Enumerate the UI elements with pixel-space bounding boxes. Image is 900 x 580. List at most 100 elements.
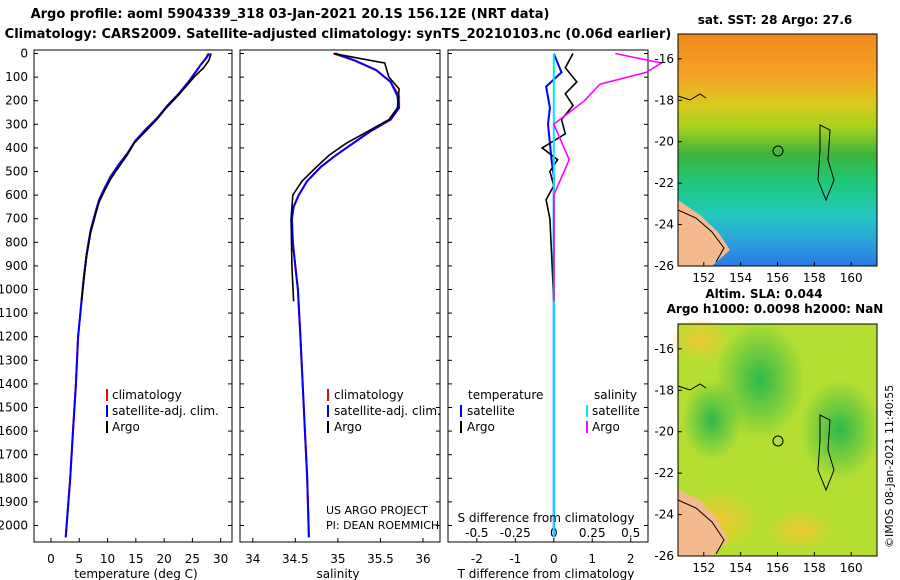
depth-axis: 0 100 200 300 400 500 600 700 800 900 1000 1100 1200… bbox=[0, 47, 648, 532]
x-tick-label-salinity: -0.5 bbox=[465, 526, 488, 540]
depth-tick-label: 600 bbox=[5, 188, 28, 202]
x-tick-label-salinity: 0.25 bbox=[579, 526, 606, 540]
series-line-argo bbox=[80, 53, 212, 302]
x-tick-label: 0 bbox=[550, 552, 558, 566]
temperature-x-ticks: 0 5 10 15 20 25 30 bbox=[47, 538, 228, 566]
difference-panel: -2 -1 0 1 2-0.5 -0.25 0 0.25 0.5 T difference fr… bbox=[447, 49, 664, 580]
x-tick-label: 30 bbox=[213, 552, 228, 566]
lon-tick-label: 154 bbox=[729, 271, 752, 285]
lon-tick-label: 152 bbox=[692, 271, 715, 285]
lat-tick-label: -24 bbox=[654, 218, 674, 232]
lon-tick-label: 156 bbox=[766, 561, 789, 575]
sla-map-ticks: -16 -18 -20 -22 -24 -26 152 154 156 158 160 bbox=[654, 342, 862, 575]
salinity-series bbox=[290, 52, 401, 538]
sst-map-coastline bbox=[677, 209, 725, 263]
legend-label-satellite: satellite-adj. clim. bbox=[112, 404, 219, 418]
depth-tick-label: 700 bbox=[5, 212, 28, 226]
depth-tick-label: 900 bbox=[5, 259, 28, 273]
sla-map-low-region bbox=[682, 380, 742, 460]
legend-label-climatology: climatology bbox=[334, 388, 404, 402]
legend-label-argo: Argo bbox=[112, 420, 140, 434]
sst-map-land bbox=[678, 200, 730, 266]
series-line-satellite-adj-clim- bbox=[290, 52, 401, 538]
salinity-x-label: salinity bbox=[316, 567, 359, 580]
x-tick-label: 25 bbox=[185, 552, 200, 566]
lon-tick-label: 158 bbox=[803, 561, 826, 575]
depth-tick-label: 2000 bbox=[0, 518, 28, 532]
x-tick-label: 1 bbox=[588, 552, 596, 566]
sla-map-title-line2: Argo h1000: 0.0098 h2000: NaN bbox=[667, 302, 884, 316]
lat-tick-label: -24 bbox=[654, 508, 674, 522]
salinity-plot-frame bbox=[239, 49, 441, 543]
lat-tick-label: -20 bbox=[654, 135, 674, 149]
lon-tick-label: 154 bbox=[729, 561, 752, 575]
lat-tick-label: -16 bbox=[654, 342, 674, 356]
x-tick-label: 10 bbox=[100, 552, 115, 566]
salinity-legend: climatology satellite-adj. clim. Argo bbox=[327, 388, 441, 434]
depth-tick-label: 1900 bbox=[0, 495, 28, 509]
temperature-plot-frame bbox=[33, 49, 233, 543]
legend-title-salinity: salinity bbox=[594, 388, 637, 402]
depth-tick-label: 800 bbox=[5, 235, 28, 249]
legend-label-satellite: satellite-adj. clim. bbox=[334, 404, 441, 418]
depth-tick-label: 200 bbox=[5, 94, 28, 108]
salinity-panel: 34 34.5 35 35.5 36 salinity climatology sate… bbox=[239, 49, 441, 580]
series-line-satellite-adj-clim- bbox=[64, 52, 211, 538]
sla-map-title-line1: Altim. SLA: 0.044 bbox=[705, 287, 822, 301]
depth-tick-label: 100 bbox=[5, 70, 28, 84]
salinity-difference-label: S difference from climatology bbox=[458, 511, 635, 525]
sla-map-reef-outline bbox=[817, 414, 835, 492]
sla-map-float-position bbox=[772, 435, 784, 447]
sla-map-high-region bbox=[765, 510, 835, 550]
imos-credit: ©IMOS 08-Jan-2021 11:40:55 bbox=[883, 385, 896, 548]
sla-map-land bbox=[678, 490, 728, 556]
sst-map-title: sat. SST: 28 Argo: 27.6 bbox=[698, 13, 852, 27]
figure-title-line2: Climatology: CARS2009. Satellite-adjuste… bbox=[5, 27, 672, 42]
temperature-x-label: temperature (deg C) bbox=[74, 567, 197, 580]
x-tick-label: 34.5 bbox=[282, 552, 309, 566]
lat-tick-label: -22 bbox=[654, 176, 674, 190]
x-tick-label-salinity: -0.25 bbox=[500, 526, 531, 540]
series-line-s-argo bbox=[552, 52, 664, 302]
sst-map-reef-outline-north bbox=[677, 93, 707, 101]
legend-label-s-satellite: satellite bbox=[592, 404, 640, 418]
x-tick-label: -1 bbox=[509, 552, 521, 566]
legend-label-s-argo: Argo bbox=[592, 420, 620, 434]
lat-tick-label: -22 bbox=[654, 466, 674, 480]
depth-tick-label: 1700 bbox=[0, 448, 28, 462]
difference-legend: temperature salinity satellite Argo sate… bbox=[460, 388, 640, 434]
difference-x-label: T difference from climatology bbox=[457, 567, 635, 580]
x-tick-label: -2 bbox=[471, 552, 483, 566]
x-tick-label: 35.5 bbox=[367, 552, 394, 566]
depth-tick-label: 1100 bbox=[0, 306, 28, 320]
lon-tick-label: 160 bbox=[840, 561, 863, 575]
lat-tick-label: -18 bbox=[654, 383, 674, 397]
x-tick-label: 34 bbox=[245, 552, 260, 566]
x-tick-label: 5 bbox=[75, 552, 83, 566]
sla-map-reef-outline-north bbox=[677, 383, 707, 391]
series-line-climatology bbox=[290, 52, 401, 538]
legend-title-temperature: temperature bbox=[468, 388, 543, 402]
temperature-panel: 0 5 10 15 20 25 30 temperature (deg C) climato… bbox=[33, 49, 233, 580]
sla-map-high-region bbox=[670, 318, 730, 362]
difference-x-ticks: -2 -1 0 1 2-0.5 -0.25 0 0.25 0.5 bbox=[465, 526, 640, 566]
sst-map-reef-outline bbox=[817, 124, 835, 202]
depth-tick-label: 1300 bbox=[0, 353, 28, 367]
difference-series bbox=[540, 52, 664, 538]
x-tick-label-salinity: 0.5 bbox=[621, 526, 640, 540]
depth-tick-label: 1000 bbox=[0, 283, 28, 297]
temperature-series bbox=[64, 52, 212, 538]
x-tick-label: 2 bbox=[627, 552, 635, 566]
watermark-project: US ARGO PROJECT bbox=[326, 504, 428, 517]
sla-map-coastline bbox=[677, 499, 725, 555]
lon-tick-label: 156 bbox=[766, 271, 789, 285]
figure-title-line1: Argo profile: aoml 5904339_318 03-Jan-20… bbox=[31, 7, 550, 22]
depth-tick-label: 1800 bbox=[0, 471, 28, 485]
lat-tick-label: -16 bbox=[654, 52, 674, 66]
sst-map-float-position bbox=[772, 145, 784, 157]
lat-tick-label: -18 bbox=[654, 93, 674, 107]
x-tick-label: 36 bbox=[415, 552, 430, 566]
legend-label-t-argo: Argo bbox=[467, 420, 495, 434]
depth-tick-label: 1400 bbox=[0, 377, 28, 391]
